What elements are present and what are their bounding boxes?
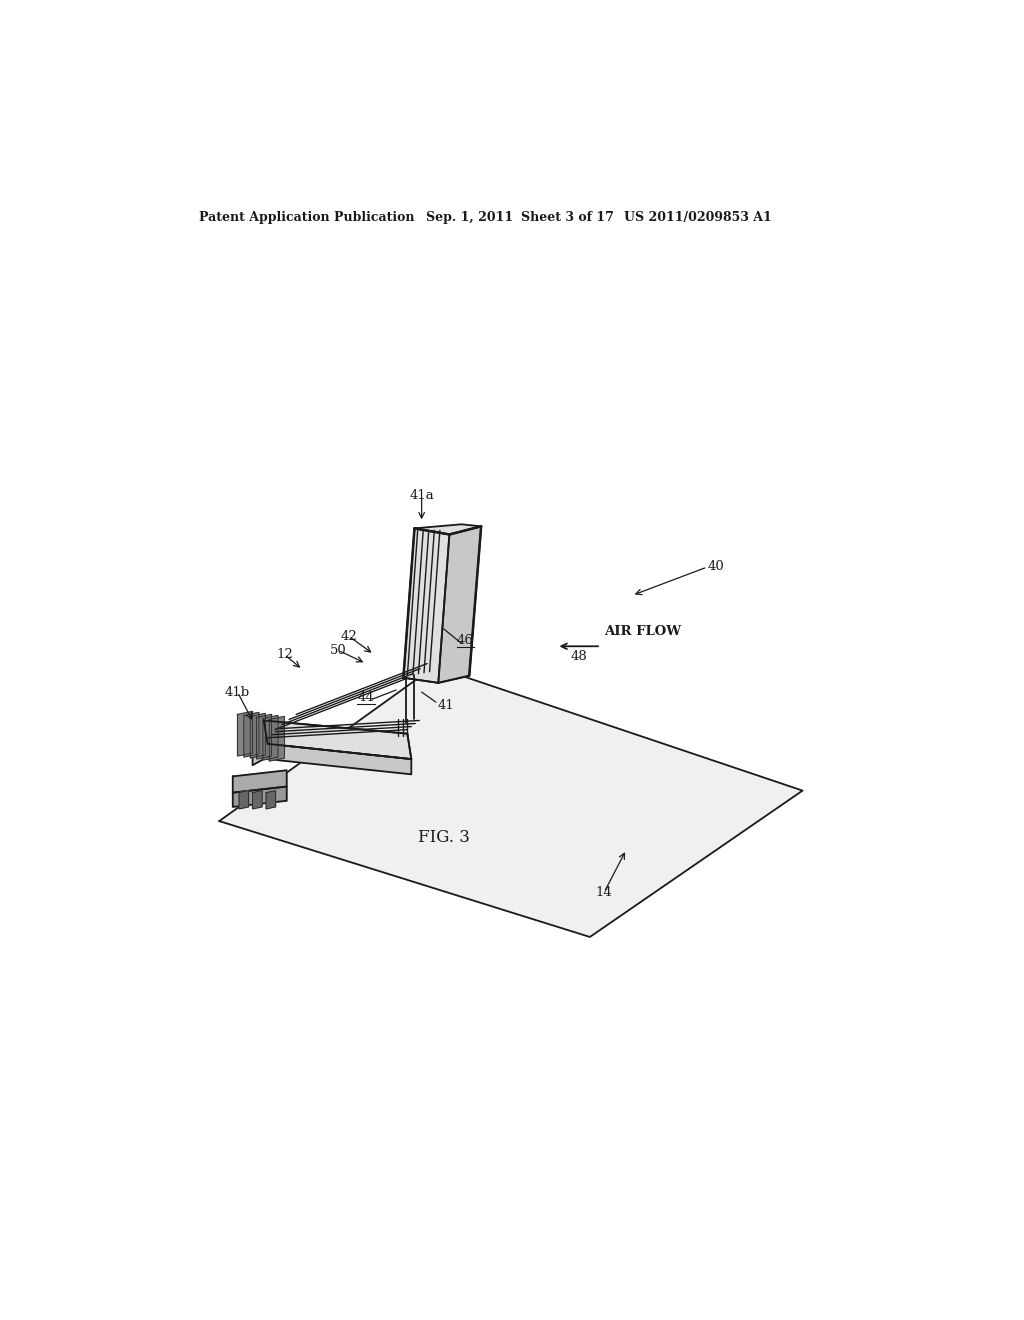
Polygon shape: [253, 721, 264, 766]
Text: Sep. 1, 2011: Sep. 1, 2011: [426, 211, 513, 224]
Polygon shape: [267, 744, 412, 775]
Text: 41b: 41b: [225, 685, 250, 698]
Text: 14: 14: [596, 886, 612, 899]
Polygon shape: [250, 713, 265, 758]
Text: 41a: 41a: [410, 490, 434, 503]
Text: 40: 40: [708, 561, 724, 573]
Text: Sheet 3 of 17: Sheet 3 of 17: [521, 211, 613, 224]
Polygon shape: [438, 527, 481, 682]
Polygon shape: [257, 714, 271, 759]
Polygon shape: [244, 713, 259, 758]
Polygon shape: [253, 791, 262, 809]
Text: 12: 12: [275, 648, 293, 661]
Text: AIR FLOW: AIR FLOW: [604, 624, 681, 638]
Polygon shape: [232, 787, 287, 807]
Polygon shape: [415, 524, 481, 535]
Polygon shape: [403, 528, 450, 682]
Polygon shape: [219, 667, 803, 937]
Text: FIG. 3: FIG. 3: [418, 829, 470, 846]
Polygon shape: [269, 717, 285, 762]
Text: 41: 41: [437, 698, 455, 711]
Polygon shape: [240, 791, 249, 809]
Text: 44: 44: [357, 690, 375, 704]
Text: US 2011/0209853 A1: US 2011/0209853 A1: [624, 211, 772, 224]
Polygon shape: [263, 715, 278, 760]
Text: 42: 42: [340, 630, 357, 643]
Text: 48: 48: [570, 649, 587, 663]
Polygon shape: [232, 771, 287, 792]
Text: 46: 46: [457, 634, 474, 647]
Text: Patent Application Publication: Patent Application Publication: [200, 211, 415, 224]
Polygon shape: [238, 711, 253, 756]
Polygon shape: [266, 791, 275, 809]
Text: 50: 50: [330, 644, 347, 657]
Polygon shape: [264, 721, 412, 759]
